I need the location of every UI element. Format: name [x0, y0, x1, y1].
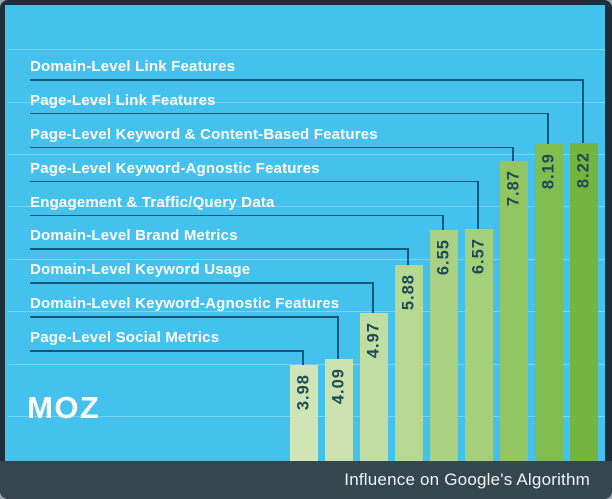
bar: 6.57 — [465, 228, 493, 461]
gridline — [8, 258, 605, 260]
gridline — [8, 49, 605, 51]
leader-line-horizontal — [30, 350, 304, 352]
leader-line-vertical — [337, 316, 339, 359]
leader-line-vertical — [372, 282, 374, 313]
leader-line-vertical — [477, 180, 479, 229]
category-label: Domain-Level Link Features — [30, 58, 236, 75]
gridline — [8, 206, 605, 208]
bar-value-label: 3.98 — [294, 373, 313, 410]
bar: 7.87 — [500, 160, 528, 461]
leader-line-vertical — [442, 214, 444, 231]
leader-line-horizontal — [30, 112, 549, 115]
bar-value-label: 6.55 — [434, 239, 453, 276]
leader-line-horizontal — [30, 214, 444, 216]
gridline — [8, 363, 605, 365]
bar: 4.09 — [325, 358, 353, 461]
bar-value-label: 8.22 — [574, 151, 593, 188]
category-label: Page-Level Keyword & Content-Based Featu… — [30, 125, 378, 143]
category-label: Domain-Level Keyword-Agnostic Features — [30, 295, 340, 313]
bar-value-label: 4.97 — [364, 321, 383, 358]
category-label: Domain-Level Keyword Usage — [30, 261, 251, 279]
bar-value-label: 4.09 — [329, 367, 348, 404]
bar: 8.19 — [535, 144, 563, 461]
leader-line-vertical — [547, 112, 549, 145]
bar: 5.88 — [395, 265, 423, 461]
category-label: Page-Level Keyword-Agnostic Features — [30, 159, 320, 177]
bar-value-label: 7.87 — [504, 169, 523, 207]
gridline — [8, 154, 605, 156]
gridline — [8, 101, 605, 103]
footer-caption: Influence on Google's Algorithm — [344, 470, 590, 489]
leader-line-vertical — [407, 248, 409, 266]
bar-value-label: 5.88 — [399, 274, 418, 311]
leader-line-horizontal — [30, 316, 339, 318]
category-label: Engagement & Traffic/Query Data — [30, 193, 275, 211]
bar: 6.55 — [430, 230, 458, 461]
bar: 4.97 — [360, 312, 388, 461]
bar: 3.98 — [290, 364, 318, 461]
footer-bar: Influence on Google's Algorithm — [0, 461, 612, 499]
leader-line-horizontal — [30, 282, 374, 284]
bar-value-label: 8.19 — [539, 153, 558, 190]
leader-line-vertical — [582, 79, 584, 143]
category-label: Page-Level Link Features — [30, 91, 216, 109]
leader-line-horizontal — [30, 146, 514, 149]
leader-line-horizontal — [30, 79, 584, 81]
category-label: Domain-Level Brand Metrics — [30, 227, 238, 245]
leader-line-vertical — [512, 146, 514, 161]
bar: 8.22 — [570, 142, 598, 461]
leader-line-vertical — [302, 350, 304, 365]
moz-logo: MOZ — [27, 390, 101, 425]
leader-line-horizontal — [30, 248, 409, 250]
leader-line-horizontal — [30, 180, 479, 183]
gridline — [8, 311, 605, 313]
bar-value-label: 6.57 — [469, 237, 488, 275]
category-label: Page-Level Social Metrics — [30, 329, 220, 346]
